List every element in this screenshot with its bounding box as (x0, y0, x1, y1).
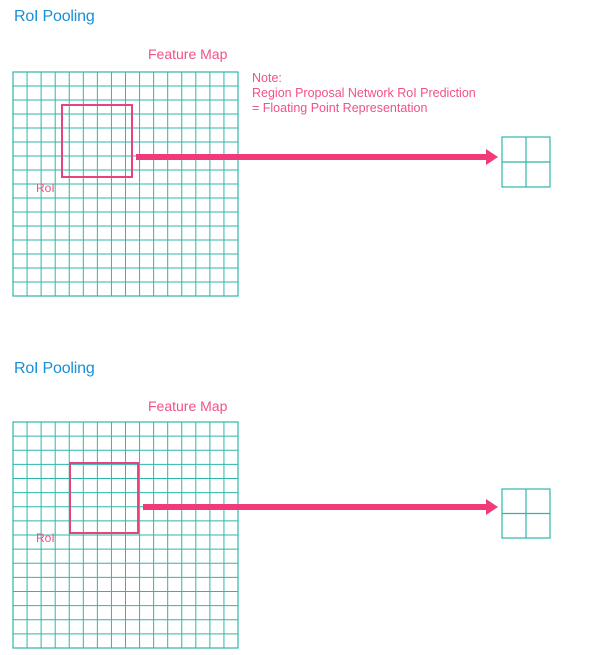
panel-2-title: RoI Pooling (14, 360, 95, 377)
panel-1-title: RoI Pooling (14, 8, 95, 25)
panel-1-note: Note: Region Proposal Network RoI Predic… (252, 71, 476, 116)
panel-1-roi-label: RoI (36, 181, 55, 195)
arrow-head (486, 499, 498, 515)
feature-map-grid (12, 71, 239, 297)
note-line-2: = Floating Point Representation (252, 101, 428, 115)
note-line-1: Region Proposal Network RoI Prediction (252, 86, 476, 100)
roi-box (61, 104, 133, 178)
note-heading: Note: (252, 71, 282, 85)
pooled-output-grid (501, 136, 551, 188)
pooled-output-grid (501, 488, 551, 539)
roi-box (69, 462, 139, 534)
panel-2-roi-label: RoI (36, 531, 55, 545)
panel-1-feature-map-label: Feature Map (148, 46, 228, 62)
feature-map-grid (12, 421, 239, 649)
arrow-head (486, 149, 498, 165)
panel-2-feature-map-label: Feature Map (148, 398, 228, 414)
